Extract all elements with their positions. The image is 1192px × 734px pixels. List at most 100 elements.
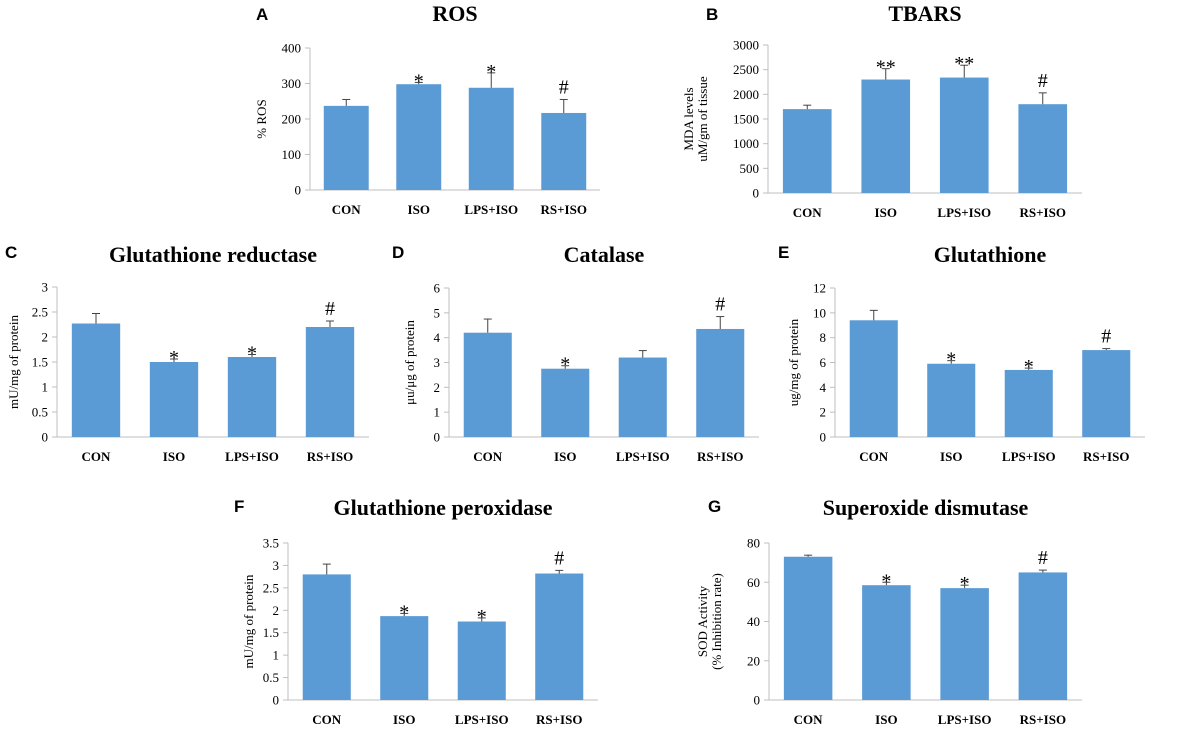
y-tick-label-d: 1	[434, 405, 441, 420]
significance-marker-c: #	[325, 298, 335, 320]
bar-d-con	[463, 332, 512, 437]
significance-marker-d: #	[715, 294, 725, 316]
category-label-b: LPS+ISO	[937, 205, 991, 220]
chart-title-c: Glutathione reductase	[109, 242, 317, 267]
y-tick-label-f: 3	[273, 558, 280, 573]
y-tick-label-f: 3.5	[263, 536, 279, 551]
category-label-a: ISO	[408, 202, 430, 217]
y-tick-label-e: 6	[820, 355, 827, 370]
y-tick-label-c: 1	[42, 380, 49, 395]
y-tick-label-a: 0	[295, 183, 302, 198]
category-label-d: CON	[473, 449, 503, 464]
y-tick-label-g: 60	[747, 575, 760, 590]
bar-e-lps-iso	[1004, 369, 1053, 437]
y-tick-label-g: 80	[747, 536, 760, 551]
y-tick-label-a: 400	[282, 41, 302, 56]
y-axis-label-g: (% Inhibition rate)	[709, 573, 724, 670]
bar-b-lps-iso	[939, 77, 989, 193]
significance-marker-a: *	[486, 61, 496, 83]
panel-letter-a: A	[256, 5, 268, 24]
bar-b-iso	[861, 79, 911, 193]
y-axis-label-g: SOD Activity	[695, 585, 710, 657]
bar-d-lps-iso	[618, 357, 667, 437]
y-tick-label-d: 5	[434, 305, 441, 320]
y-tick-label-c: 3	[42, 280, 49, 295]
y-tick-label-f: 2	[273, 603, 280, 618]
bar-g-lps-iso	[940, 588, 989, 700]
chart-title-e: Glutathione	[934, 242, 1047, 267]
category-label-c: LPS+ISO	[225, 449, 279, 464]
panel-letter-d: D	[392, 243, 404, 262]
y-tick-label-a: 100	[282, 147, 302, 162]
y-tick-label-e: 4	[820, 380, 827, 395]
bar-c-rs-iso	[305, 327, 355, 437]
chart-title-b: TBARS	[888, 1, 961, 26]
y-axis-label-c: mU/mg of protein	[6, 315, 21, 409]
panel-letter-b: B	[706, 5, 718, 24]
significance-marker-a: *	[414, 70, 424, 92]
y-tick-label-a: 300	[282, 76, 302, 91]
y-tick-label-e: 2	[820, 405, 827, 420]
y-tick-label-g: 40	[747, 614, 760, 629]
y-tick-label-c: 1.5	[32, 355, 48, 370]
y-tick-label-b: 2500	[733, 62, 759, 77]
y-tick-label-c: 0.5	[32, 405, 48, 420]
y-tick-label-d: 4	[434, 330, 441, 345]
bar-e-con	[849, 320, 898, 437]
category-label-f: RS+ISO	[536, 712, 582, 727]
category-label-f: LPS+ISO	[455, 712, 509, 727]
bar-a-iso	[396, 84, 442, 190]
significance-marker-f: *	[399, 601, 409, 623]
category-label-g: RS+ISO	[1020, 712, 1066, 727]
bar-d-rs-iso	[696, 328, 745, 437]
y-tick-label-b: 1500	[733, 112, 759, 127]
category-label-d: ISO	[554, 449, 576, 464]
y-tick-label-e: 0	[820, 430, 827, 445]
category-label-a: RS+ISO	[541, 202, 587, 217]
bar-d-iso	[541, 368, 590, 437]
y-axis-label-d: μu/μg of protein	[402, 320, 417, 405]
significance-marker-b: #	[1038, 70, 1048, 92]
significance-marker-e: *	[1024, 356, 1034, 378]
y-tick-label-e: 8	[820, 330, 827, 345]
category-label-a: LPS+ISO	[464, 202, 518, 217]
category-label-g: ISO	[875, 712, 897, 727]
y-tick-label-f: 1	[273, 648, 280, 663]
chart-title-g: Superoxide dismutase	[823, 495, 1029, 520]
y-tick-label-g: 0	[754, 693, 761, 708]
significance-marker-f: *	[477, 606, 487, 628]
category-label-c: CON	[82, 449, 112, 464]
chart-title-d: Catalase	[564, 242, 645, 267]
category-label-f: CON	[312, 712, 342, 727]
y-tick-label-f: 1.5	[263, 625, 279, 640]
bar-a-con	[323, 105, 369, 190]
significance-marker-e: *	[946, 349, 956, 371]
bar-g-rs-iso	[1018, 572, 1068, 700]
bar-f-rs-iso	[535, 573, 584, 700]
bar-c-iso	[149, 362, 199, 437]
y-tick-label-b: 0	[753, 186, 760, 201]
panel-letter-f: F	[234, 497, 244, 516]
y-tick-label-d: 2	[434, 380, 441, 395]
y-tick-label-b: 3000	[733, 38, 759, 53]
y-tick-label-c: 2	[42, 330, 49, 345]
bar-f-con	[302, 574, 351, 700]
y-axis-label-b: MDA levels	[681, 87, 696, 150]
category-label-g: LPS+ISO	[938, 712, 992, 727]
y-tick-label-c: 0	[42, 430, 49, 445]
significance-marker-c: *	[247, 343, 257, 365]
bar-c-con	[71, 323, 121, 437]
bar-b-con	[782, 109, 832, 193]
y-tick-label-e: 10	[813, 305, 826, 320]
bar-f-iso	[380, 616, 429, 700]
panel-letter-g: G	[708, 497, 721, 516]
y-tick-label-f: 0.5	[263, 670, 279, 685]
category-label-e: RS+ISO	[1083, 449, 1129, 464]
y-axis-label-f: mU/mg of protein	[241, 574, 256, 668]
significance-marker-a: #	[559, 76, 569, 98]
significance-marker-g: #	[1038, 547, 1048, 569]
significance-marker-f: #	[554, 547, 564, 569]
y-tick-label-e: 12	[813, 281, 826, 296]
chart-title-a: ROS	[432, 1, 477, 26]
